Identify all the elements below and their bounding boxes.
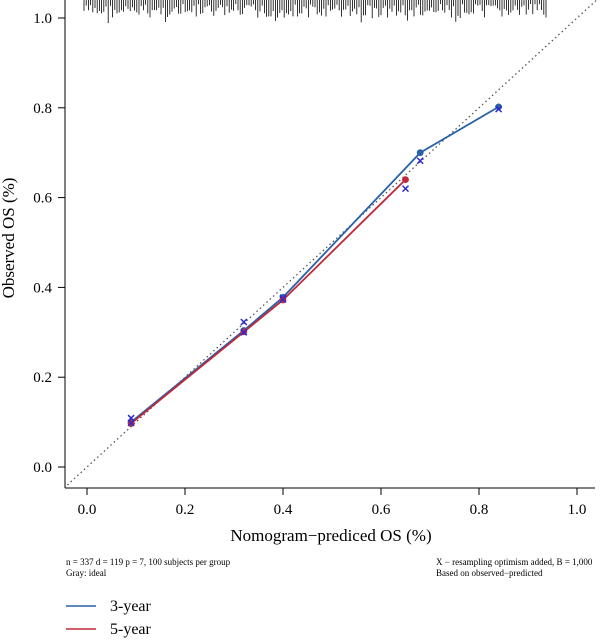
y-tick-label: 0.4 [33, 280, 52, 296]
x-tick-label: 1.0 [568, 502, 587, 518]
y-axis-title: Observed OS (%) [0, 178, 18, 299]
x-tick-label: 0.4 [274, 502, 293, 518]
x-tick-label: 0.6 [372, 502, 391, 518]
y-tick-label: 1.0 [33, 11, 52, 27]
observed-point-5-year [402, 176, 409, 184]
footnote-sample-info: n = 337 d = 119 p = 7, 100 subjects per … [66, 557, 231, 567]
ideal-line [66, 0, 598, 486]
legend-label-3-year: 3-year [110, 598, 152, 615]
corrected-point-3-year [495, 105, 503, 113]
footnote-gray-ideal: Gray: ideal [66, 568, 107, 578]
x-tick-label: 0.8 [470, 502, 489, 518]
series-line-3-year [130, 106, 500, 423]
footnote-resampling: X − resampling optimism added, B = 1,000 [436, 557, 593, 567]
x-tick-label: 0.0 [78, 502, 97, 518]
corrected-point-3-year [416, 157, 424, 165]
y-tick-label: 0.2 [33, 370, 52, 386]
legend: 3-year 5-year [66, 598, 152, 638]
x-axis-title: Nomogram−prediced OS (%) [230, 526, 431, 545]
predicted-distribution-rug [83, 0, 547, 24]
y-tick-label: 0.8 [33, 101, 52, 117]
y-tick-label: 0.0 [33, 460, 52, 476]
corrected-point-5-year [401, 185, 410, 193]
series-layer [127, 103, 503, 427]
y-tick-label: 0.6 [33, 191, 52, 207]
footnote-based-on: Based on observed−predicted [436, 568, 543, 578]
observed-point-3-year [416, 149, 424, 157]
y-axis-ticks: 0.0 0.2 0.4 0.6 0.8 1.0 [33, 11, 65, 476]
x-axis-ticks: 0.0 0.2 0.4 0.6 0.8 1.0 [78, 488, 587, 518]
observed-point-3-year [495, 103, 502, 111]
series-line-5-year [130, 178, 407, 425]
legend-label-5-year: 5-year [110, 621, 152, 638]
corrected-point-5-year [240, 328, 248, 336]
corrected-point-5-year [279, 295, 287, 304]
corrected-point-5-year [127, 419, 135, 427]
x-tick-label: 0.2 [176, 502, 195, 518]
corrected-point-3-year [240, 318, 248, 326]
